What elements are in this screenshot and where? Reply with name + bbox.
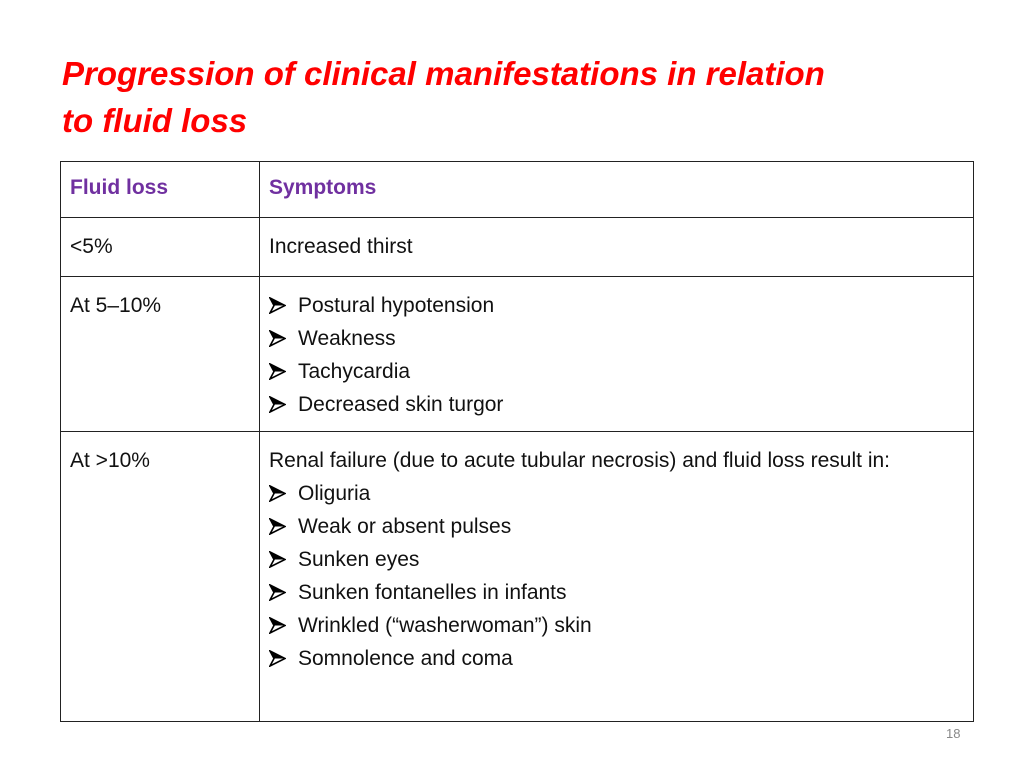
arrow-shade bbox=[270, 486, 285, 494]
symptom-bullet: Sunken fontanelles in infants bbox=[269, 576, 964, 609]
header-row: Fluid loss Symptoms bbox=[60, 161, 974, 218]
arrow-shade bbox=[270, 552, 285, 560]
fluid-loss-cell: At >10% bbox=[60, 431, 260, 722]
table-body: Fluid loss Symptoms <5% Increased thirst At … bbox=[60, 161, 974, 722]
symptom-text: Increased thirst bbox=[269, 235, 413, 258]
bullet-arrow bbox=[269, 297, 286, 314]
arrow-shade bbox=[270, 397, 285, 405]
header-cell: Fluid loss bbox=[60, 161, 260, 218]
bullet-text: Wrinkled (“washerwoman”) skin bbox=[298, 614, 592, 637]
header-cell: Symptoms bbox=[259, 161, 974, 218]
bullet-arrow bbox=[269, 584, 286, 601]
bullet-text: Weakness bbox=[298, 327, 396, 350]
bullet-arrow bbox=[269, 330, 286, 347]
arrow-shade bbox=[270, 651, 285, 659]
bullet-arrow bbox=[269, 518, 286, 535]
symptom-bullet: Oliguria bbox=[269, 477, 964, 510]
symptoms-cell: Postural hypotension Weakness Tachycardia D… bbox=[259, 276, 974, 432]
bullet-text: Tachycardia bbox=[298, 360, 411, 383]
symptom-text: Renal failure (due to acute tubular necr… bbox=[269, 449, 890, 472]
symptom-bullet: Weak or absent pulses bbox=[269, 510, 964, 543]
arrow-shade bbox=[270, 519, 285, 527]
table: Fluid loss Symptoms <5% Increased thirst At … bbox=[60, 161, 974, 722]
bullet-text: Somnolence and coma bbox=[298, 647, 513, 670]
symptom-bullet: Weakness bbox=[269, 322, 964, 355]
arrow-shade bbox=[270, 585, 285, 593]
bullet-arrow bbox=[269, 485, 286, 502]
fluid-loss-cell: At 5–10% bbox=[60, 276, 260, 432]
arrow-shade bbox=[270, 618, 285, 626]
symptoms-cell: Renal failure (due to acute tubular necr… bbox=[259, 431, 974, 722]
slide-title: Progression of clinical manifestations i… bbox=[62, 55, 825, 139]
bullet-text: Postural hypotension bbox=[298, 294, 495, 317]
symptom-bullet: Tachycardia bbox=[269, 355, 964, 388]
symptom-bullet: Postural hypotension bbox=[269, 289, 964, 322]
bullet-arrow bbox=[269, 396, 286, 413]
fluid-loss-cell: <5% bbox=[60, 217, 260, 277]
page-number: 18 bbox=[946, 726, 961, 741]
bullet-text: Sunken fontanelles in infants bbox=[298, 581, 567, 604]
bullet-arrow bbox=[269, 551, 286, 568]
symptom-bullet: Somnolence and coma bbox=[269, 642, 964, 675]
arrow-shade bbox=[270, 331, 285, 339]
bullet-text: Oliguria bbox=[298, 482, 371, 505]
bullet-text: Sunken eyes bbox=[298, 548, 420, 571]
symptom-bullet: Wrinkled (“washerwoman”) skin bbox=[269, 609, 964, 642]
table-row: At 5–10% Postural hypotension Weakness Tach… bbox=[60, 276, 974, 432]
bullet-text: Decreased skin turgor bbox=[298, 393, 504, 416]
table-row: At >10% Renal failure (due to acute tubul… bbox=[60, 431, 974, 722]
bullet-arrow bbox=[269, 617, 286, 634]
symptoms-cell: Increased thirst bbox=[259, 217, 974, 277]
bullet-arrow bbox=[269, 650, 286, 667]
bullet-text: Weak or absent pulses bbox=[298, 515, 512, 538]
table-row: <5% Increased thirst bbox=[60, 217, 974, 277]
bullet-arrow bbox=[269, 363, 286, 380]
symptom-bullet: Sunken eyes bbox=[269, 543, 964, 576]
arrow-shade bbox=[270, 298, 285, 306]
symptom-bullet: Decreased skin turgor bbox=[269, 388, 964, 421]
arrow-shade bbox=[270, 364, 285, 372]
